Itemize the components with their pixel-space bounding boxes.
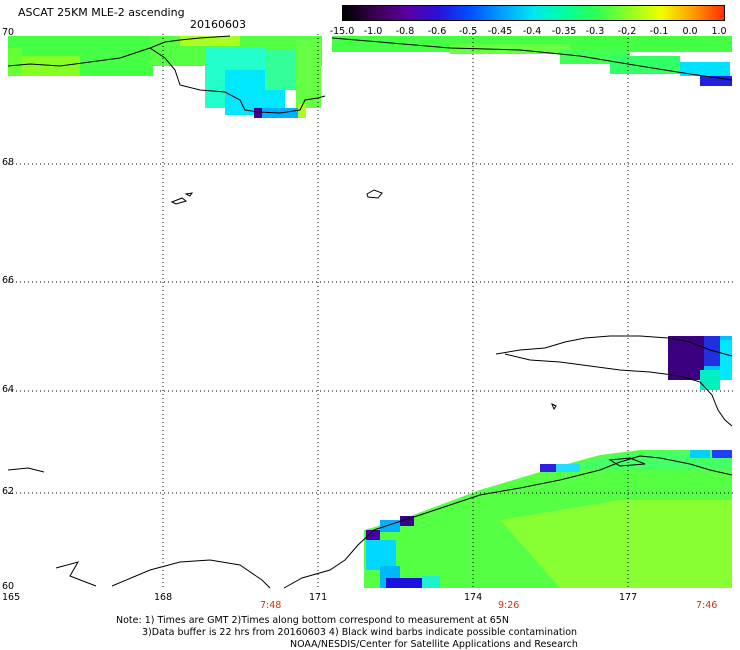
time-label: 7:48 <box>260 600 282 611</box>
colorbar-segment <box>692 6 724 20</box>
colorbar-segment <box>597 6 629 20</box>
colorbar-label: -1.0 <box>363 26 383 37</box>
colorbar-segment <box>501 6 534 20</box>
lon-label-168: 168 <box>154 592 173 603</box>
lat-label-70: 70 <box>2 27 15 38</box>
lat-label-60: 60 <box>2 581 15 592</box>
lat-label-62: 62 <box>2 486 15 497</box>
colorbar-label: -0.45 <box>487 26 513 37</box>
wind-swath-top-left <box>8 36 322 118</box>
wind-swath-bottom <box>364 450 732 588</box>
time-label: 7:46 <box>696 600 718 611</box>
note-line-2: 3)Data buffer is 22 hrs from 20160603 4)… <box>142 627 578 638</box>
colorbar-label: -0.35 <box>551 26 577 37</box>
colorbar-segment <box>628 6 661 20</box>
note-line-1: Note: 1) Times are GMT 2)Times along bot… <box>116 615 509 626</box>
colorbar-label: -15.0 <box>329 26 355 37</box>
colorbar-label: -0.5 <box>458 26 478 37</box>
colorbar-label: -0.1 <box>649 26 669 37</box>
colorbar-label: -0.2 <box>617 26 637 37</box>
colorbar-segment <box>565 6 597 20</box>
lon-label-165: 165 <box>2 592 21 603</box>
map-date: 20160603 <box>190 18 246 31</box>
lon-label-171: 171 <box>309 592 328 603</box>
lat-label-64: 64 <box>2 384 15 395</box>
colorbar-label: -0.6 <box>427 26 447 37</box>
note-line-3: NOAA/NESDIS/Center for Satellite Applica… <box>290 639 578 650</box>
lon-label-177: 177 <box>619 592 638 603</box>
colorbar-label: 1.0 <box>711 26 727 37</box>
colorbar <box>342 5 725 21</box>
coastline <box>7 35 733 589</box>
lon-label-174: 174 <box>464 592 483 603</box>
colorbar-label: -0.4 <box>522 26 542 37</box>
colorbar-label: 0.0 <box>682 26 698 37</box>
colorbar-segment <box>438 6 470 20</box>
colorbar-segment <box>374 6 407 20</box>
colorbar-segment <box>470 6 502 20</box>
colorbar-segment <box>343 6 375 20</box>
colorbar-label: -0.3 <box>585 26 605 37</box>
lat-label-66: 66 <box>2 275 15 286</box>
map-title: ASCAT 25KM MLE-2 ascending <box>18 6 185 19</box>
lat-label-68: 68 <box>2 157 15 168</box>
lat-lon-grid <box>8 34 734 588</box>
time-label: 9:26 <box>498 600 520 611</box>
colorbar-segment <box>660 6 693 20</box>
colorbar-segment <box>406 6 439 20</box>
colorbar-label: -0.8 <box>395 26 415 37</box>
colorbar-segment <box>533 6 566 20</box>
